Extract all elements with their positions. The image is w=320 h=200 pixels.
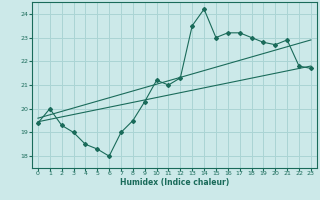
X-axis label: Humidex (Indice chaleur): Humidex (Indice chaleur) xyxy=(120,178,229,187)
